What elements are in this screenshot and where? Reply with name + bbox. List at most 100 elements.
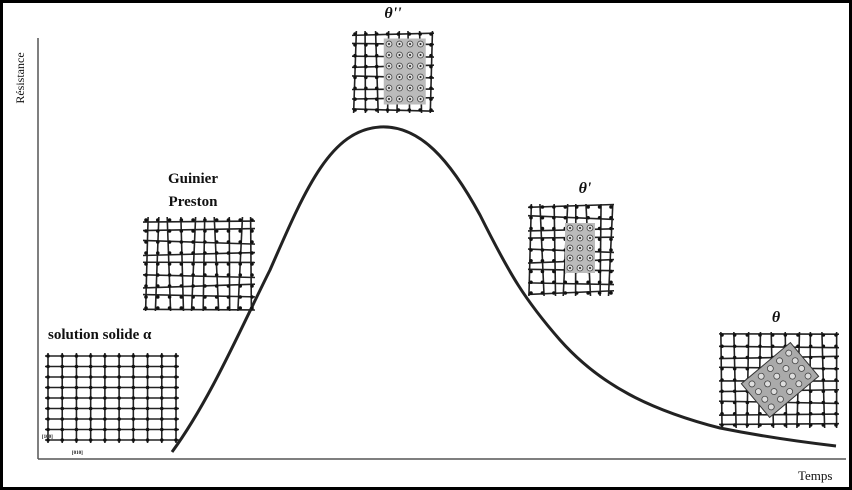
lattice-node bbox=[809, 344, 813, 348]
lattice-node bbox=[720, 412, 724, 416]
lattice-node bbox=[552, 248, 556, 252]
lattice-node bbox=[529, 248, 533, 252]
lattice-node bbox=[429, 32, 433, 36]
lattice-node bbox=[227, 251, 231, 255]
precipitate-area bbox=[384, 39, 426, 105]
lattice-node bbox=[834, 333, 838, 337]
atom-core bbox=[388, 54, 390, 56]
lattice-node bbox=[238, 218, 242, 222]
lattice-node bbox=[598, 205, 602, 209]
atom-core bbox=[589, 257, 591, 259]
lattice-node bbox=[227, 240, 231, 244]
lattice-node bbox=[60, 396, 64, 400]
lattice-node bbox=[758, 423, 762, 427]
lattice-node bbox=[146, 438, 150, 442]
atom-core bbox=[399, 87, 401, 89]
lattice-node bbox=[75, 428, 79, 432]
diagram: Résistance Temps [100] [010] solution so… bbox=[0, 0, 852, 490]
lattice-line bbox=[143, 309, 255, 310]
lattice-node bbox=[168, 240, 172, 244]
lattice-node bbox=[89, 375, 93, 379]
lattice-node bbox=[575, 280, 579, 284]
lattice-node bbox=[609, 259, 613, 263]
lattice-node bbox=[563, 291, 567, 295]
lattice-node bbox=[429, 97, 433, 101]
lattice-node bbox=[541, 216, 545, 220]
lattice-node bbox=[215, 229, 219, 233]
lattice-node bbox=[353, 97, 357, 101]
lattice-node bbox=[375, 65, 379, 69]
lattice-node bbox=[822, 378, 826, 382]
lattice-node bbox=[758, 356, 762, 360]
lattice-node bbox=[180, 273, 184, 277]
atom-core bbox=[388, 65, 390, 67]
lattice-node bbox=[227, 306, 231, 310]
lattice-node bbox=[733, 423, 737, 427]
lattice-node bbox=[375, 76, 379, 80]
lattice-node bbox=[180, 306, 184, 310]
lattice-node bbox=[784, 423, 788, 427]
lattice-node bbox=[203, 295, 207, 299]
lattice-node bbox=[89, 438, 93, 442]
lattice-node bbox=[144, 262, 148, 266]
lattice-node bbox=[250, 306, 254, 310]
lattice-node bbox=[146, 396, 150, 400]
lattice-node bbox=[598, 237, 602, 241]
lattice-node bbox=[146, 428, 150, 432]
lattice-node bbox=[598, 280, 602, 284]
lattice-node bbox=[75, 407, 79, 411]
lattice-node bbox=[89, 428, 93, 432]
lattice-node bbox=[215, 251, 219, 255]
lattice-node bbox=[75, 396, 79, 400]
lattice-node bbox=[250, 251, 254, 255]
lattice-node bbox=[250, 262, 254, 266]
lattice-node bbox=[89, 407, 93, 411]
lattice-node bbox=[46, 354, 50, 358]
atom-core bbox=[388, 76, 390, 78]
stage-label: θ'' bbox=[384, 5, 402, 22]
lattice-node bbox=[834, 401, 838, 405]
lattice-node bbox=[364, 32, 368, 36]
lattice-node bbox=[60, 375, 64, 379]
lattice-node bbox=[75, 365, 79, 369]
lattice-node bbox=[834, 378, 838, 382]
stage-label: θ' bbox=[579, 180, 592, 197]
lattice-node bbox=[60, 365, 64, 369]
lattice-node bbox=[418, 108, 422, 112]
lattice-node bbox=[60, 417, 64, 421]
lattice-node bbox=[160, 386, 164, 390]
lattice-node bbox=[89, 386, 93, 390]
lattice-node bbox=[429, 108, 433, 112]
lattice-node bbox=[46, 365, 50, 369]
atom-core bbox=[589, 247, 591, 249]
lattice-node bbox=[132, 375, 136, 379]
lattice-node bbox=[132, 386, 136, 390]
lattice-node bbox=[191, 273, 195, 277]
lattice-node bbox=[784, 333, 788, 337]
lattice-node bbox=[215, 262, 219, 266]
lattice-node bbox=[103, 417, 107, 421]
lattice-node bbox=[227, 218, 231, 222]
lattice-node bbox=[720, 356, 724, 360]
lattice-node bbox=[46, 396, 50, 400]
atom-core bbox=[420, 65, 422, 67]
lattice-node bbox=[191, 229, 195, 233]
atom-core bbox=[579, 257, 581, 259]
lattice-node bbox=[103, 428, 107, 432]
lattice-node bbox=[250, 218, 254, 222]
lattice-node bbox=[89, 354, 93, 358]
atom-core bbox=[409, 76, 411, 78]
lattice-node bbox=[132, 438, 136, 442]
lattice-node bbox=[191, 251, 195, 255]
lattice-node bbox=[529, 205, 533, 209]
lattice-node bbox=[353, 86, 357, 90]
lattice-node bbox=[117, 354, 121, 358]
lattice-node bbox=[529, 270, 533, 274]
lattice-node bbox=[746, 401, 750, 405]
lattice-node bbox=[809, 423, 813, 427]
lattice-node bbox=[117, 407, 121, 411]
lattice-node bbox=[733, 401, 737, 405]
lattice-node bbox=[796, 423, 800, 427]
lattice-node bbox=[160, 417, 164, 421]
lattice-node bbox=[375, 97, 379, 101]
